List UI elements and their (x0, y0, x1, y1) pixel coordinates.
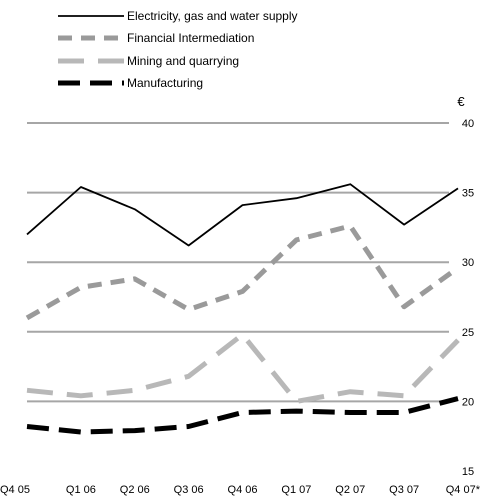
x-tick-label: Q4 07* (446, 484, 481, 496)
x-tick-label: Q3 07 (389, 484, 419, 496)
series-line-3 (26, 396, 459, 435)
y-tick-label: 15 (462, 466, 474, 478)
x-tick-label: Q4 05 (0, 484, 30, 496)
y-tick-label: 40 (462, 118, 474, 130)
y-axis-ticks: 15 20 25 30 35 40 (462, 118, 474, 478)
series-line-2 (26, 332, 460, 404)
y-tick-label: 25 (462, 327, 474, 339)
legend-label: Manufacturing (127, 76, 203, 90)
legend-label: Mining and quarrying (127, 54, 239, 68)
series-line-0 (26, 183, 459, 247)
y-axis-unit-label: € (457, 94, 465, 109)
y-tick-label: 35 (462, 188, 474, 200)
x-tick-label: Q4 06 (228, 484, 258, 496)
x-axis-ticks: Q4 05 Q1 06 Q2 06 Q3 06 Q4 06 Q1 07 Q2 07 Q3 07… (0, 484, 481, 496)
series-line-1 (25, 223, 460, 321)
series-lines (25, 183, 460, 435)
x-tick-label: Q2 06 (120, 484, 150, 496)
x-tick-label: Q1 06 (66, 484, 96, 496)
x-tick-label: Q1 07 (281, 484, 311, 496)
x-tick-label: Q3 06 (174, 484, 204, 496)
y-tick-label: 30 (462, 257, 474, 269)
legend-label: Electricity, gas and water supply (127, 9, 298, 23)
x-tick-label: Q2 07 (335, 484, 365, 496)
grid-lines (27, 122, 449, 403)
legend: Electricity, gas and water supply Financi… (58, 9, 298, 90)
legend-label: Financial Intermediation (127, 31, 254, 45)
y-tick-label: 20 (462, 396, 474, 408)
